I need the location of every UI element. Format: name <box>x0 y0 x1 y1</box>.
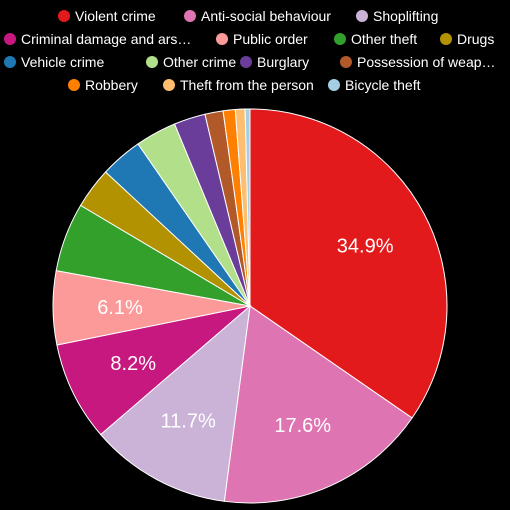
legend-swatch <box>216 33 228 45</box>
legend-item: Anti-social behaviour <box>184 8 331 24</box>
legend-swatch <box>356 10 368 22</box>
legend-swatch <box>440 33 452 45</box>
legend: Violent crime Anti-social behaviour Shopli… <box>4 8 496 93</box>
legend-item: Burglary <box>240 54 309 70</box>
legend-label: Drugs <box>457 31 494 47</box>
legend-item: Criminal damage and ars… <box>4 31 191 47</box>
legend-label: Public order <box>233 31 308 47</box>
legend-swatch <box>334 33 346 45</box>
legend-label: Other crime <box>163 54 236 70</box>
pie-slice <box>249 108 448 419</box>
legend-label: Bicycle theft <box>345 77 421 93</box>
legend-label: Burglary <box>257 54 309 70</box>
legend-label: Vehicle crime <box>21 54 104 70</box>
legend-item: Robbery <box>68 77 138 93</box>
legend-label: Theft from the person <box>180 77 314 93</box>
legend-swatch <box>163 79 175 91</box>
slice-label: 6.1% <box>97 297 143 319</box>
pie-slice <box>244 108 251 307</box>
pie-slice <box>56 305 252 436</box>
legend-swatch <box>146 56 158 68</box>
legend-swatch <box>328 79 340 91</box>
legend-item: Other crime <box>146 54 236 70</box>
legend-label: Anti-social behaviour <box>201 8 331 24</box>
legend-label: Shoplifting <box>373 8 438 24</box>
legend-item: Theft from the person <box>163 77 314 93</box>
legend-label: Possession of weap… <box>357 54 496 70</box>
legend-swatch <box>240 56 252 68</box>
legend-item: Bicycle theft <box>328 77 421 93</box>
legend-item: Drugs <box>440 31 494 47</box>
legend-label: Robbery <box>85 77 138 93</box>
slice-label: 8.2% <box>110 353 156 375</box>
legend-swatch <box>184 10 196 22</box>
pie-slice <box>99 304 251 502</box>
legend-item: Other theft <box>334 31 417 47</box>
legend-item: Shoplifting <box>356 8 438 24</box>
legend-swatch <box>4 56 16 68</box>
legend-item: Possession of weap… <box>340 54 496 70</box>
slice-labels: 34.9% 17.6% 11.7% 8.2% 6.1% <box>97 236 394 437</box>
pie-slices <box>52 108 448 504</box>
slice-label: 34.9% <box>337 236 394 258</box>
legend-swatch <box>340 56 352 68</box>
slice-label: 11.7% <box>161 410 216 432</box>
legend-label: Violent crime <box>75 8 156 24</box>
pie-slice <box>223 305 413 504</box>
legend-item: Public order <box>216 31 308 47</box>
legend-item: Violent crime <box>58 8 156 24</box>
legend-swatch <box>68 79 80 91</box>
slice-label: 17.6% <box>274 415 331 437</box>
legend-swatch <box>4 33 16 45</box>
legend-item: Vehicle crime <box>4 54 104 70</box>
legend-label: Criminal damage and ars… <box>21 31 191 47</box>
legend-swatch <box>58 10 70 22</box>
legend-label: Other theft <box>351 31 417 47</box>
